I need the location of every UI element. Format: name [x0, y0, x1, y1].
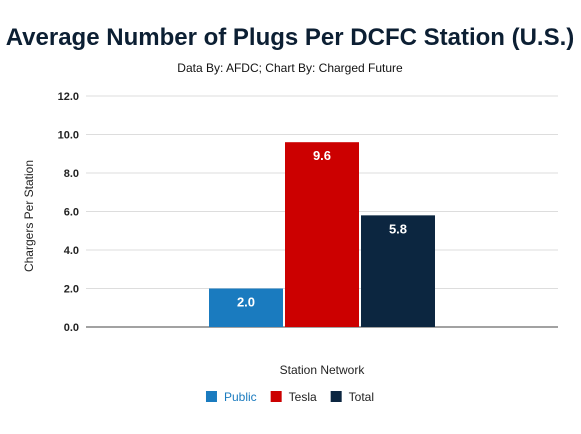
chart-subtitle: Data By: AFDC; Chart By: Charged Future — [177, 61, 403, 75]
legend-label-total: Total — [349, 390, 374, 404]
bar-value-label-total: 5.8 — [389, 221, 407, 236]
y-tick-label: 2.0 — [64, 284, 79, 296]
legend-swatch-public — [205, 391, 217, 402]
y-axis-title: Chargers Per Station — [22, 160, 36, 272]
y-axis-ticks: 0.0 2.0 4.0 6.0 8.0 10.0 12.0 — [58, 91, 79, 334]
legend: Public Tesla Total — [205, 390, 374, 404]
y-tick-label: 0.0 — [64, 322, 79, 334]
bar-value-labels: 2.0 9.6 5.8 — [237, 148, 407, 309]
y-tick-label: 12.0 — [58, 91, 79, 103]
y-tick-label: 10.0 — [58, 130, 79, 142]
legend-swatch-tesla — [270, 391, 282, 402]
y-tick-label: 6.0 — [64, 207, 79, 219]
bars — [209, 142, 435, 327]
y-tick-label: 4.0 — [64, 245, 79, 257]
bar-public — [209, 288, 283, 327]
bar-total — [361, 215, 435, 327]
bar-tesla — [285, 142, 359, 327]
y-tick-label: 8.0 — [64, 168, 79, 180]
bar-value-label-tesla: 9.6 — [313, 148, 331, 163]
bar-value-label-public: 2.0 — [237, 295, 255, 310]
legend-swatch-total — [330, 391, 342, 402]
chart-title: Average Number of Plugs Per DCFC Station… — [6, 24, 575, 51]
x-axis-title: Station Network — [280, 363, 366, 377]
legend-label-public: Public — [224, 390, 257, 404]
legend-label-tesla: Tesla — [289, 390, 317, 404]
